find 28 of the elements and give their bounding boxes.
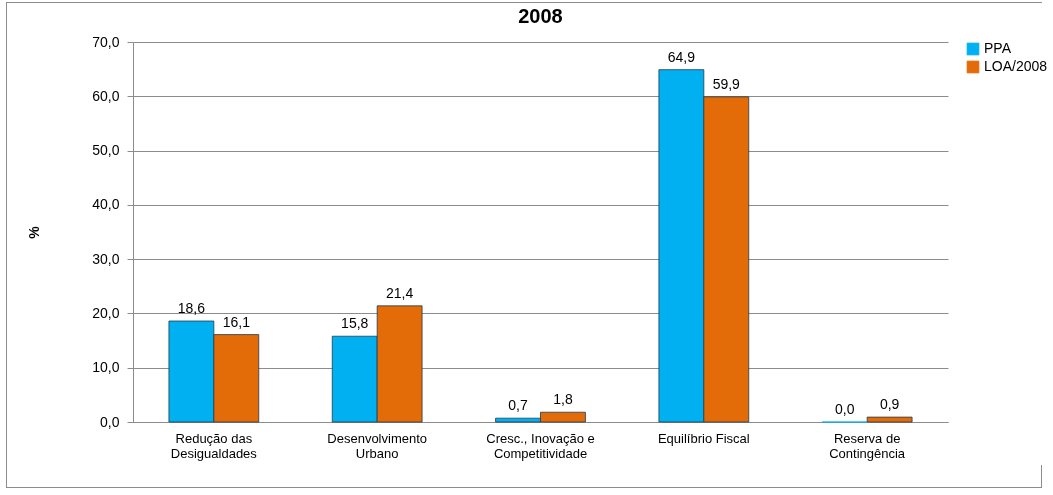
- x-tick-label: Cresc., Inovação e Competitividade: [486, 430, 595, 461]
- y-tick-label: 70,0: [92, 33, 120, 50]
- data-label: 21,4: [386, 284, 414, 301]
- legend-label: LOA/2008: [984, 58, 1048, 74]
- y-tick-label: 20,0: [92, 304, 120, 321]
- bar: [866, 416, 913, 423]
- x-tick-label: Desenvolvimento Urbano: [327, 430, 428, 461]
- data-label: 0,7: [508, 397, 528, 414]
- x-tick-label: Equilíbrio Fiscal: [657, 430, 750, 446]
- y-tick-label: 40,0: [92, 196, 120, 213]
- y-tick-label: 0,0: [100, 413, 120, 430]
- y-axis-title: %: [26, 225, 43, 239]
- data-label: 59,9: [712, 75, 741, 92]
- y-tick-label: 10,0: [92, 359, 120, 376]
- legend-label: PPA: [984, 40, 1012, 56]
- y-tick-label: 60,0: [92, 87, 120, 104]
- data-label: 1,8: [553, 391, 573, 408]
- data-label: 0,0: [834, 401, 855, 417]
- data-label: 16,1: [222, 313, 251, 330]
- y-tick-label: 50,0: [92, 142, 120, 159]
- y-tick-label: 30,0: [92, 250, 120, 267]
- data-label: 0,9: [879, 396, 900, 413]
- data-label: 64,9: [667, 48, 696, 65]
- data-label: 18,6: [177, 300, 206, 317]
- x-tick-label: Reserva de Contingência: [829, 430, 906, 461]
- x-tick-label: Redução das Desigualdades: [170, 430, 258, 461]
- chart-title: 2008: [518, 5, 563, 27]
- data-label: 15,8: [341, 315, 369, 332]
